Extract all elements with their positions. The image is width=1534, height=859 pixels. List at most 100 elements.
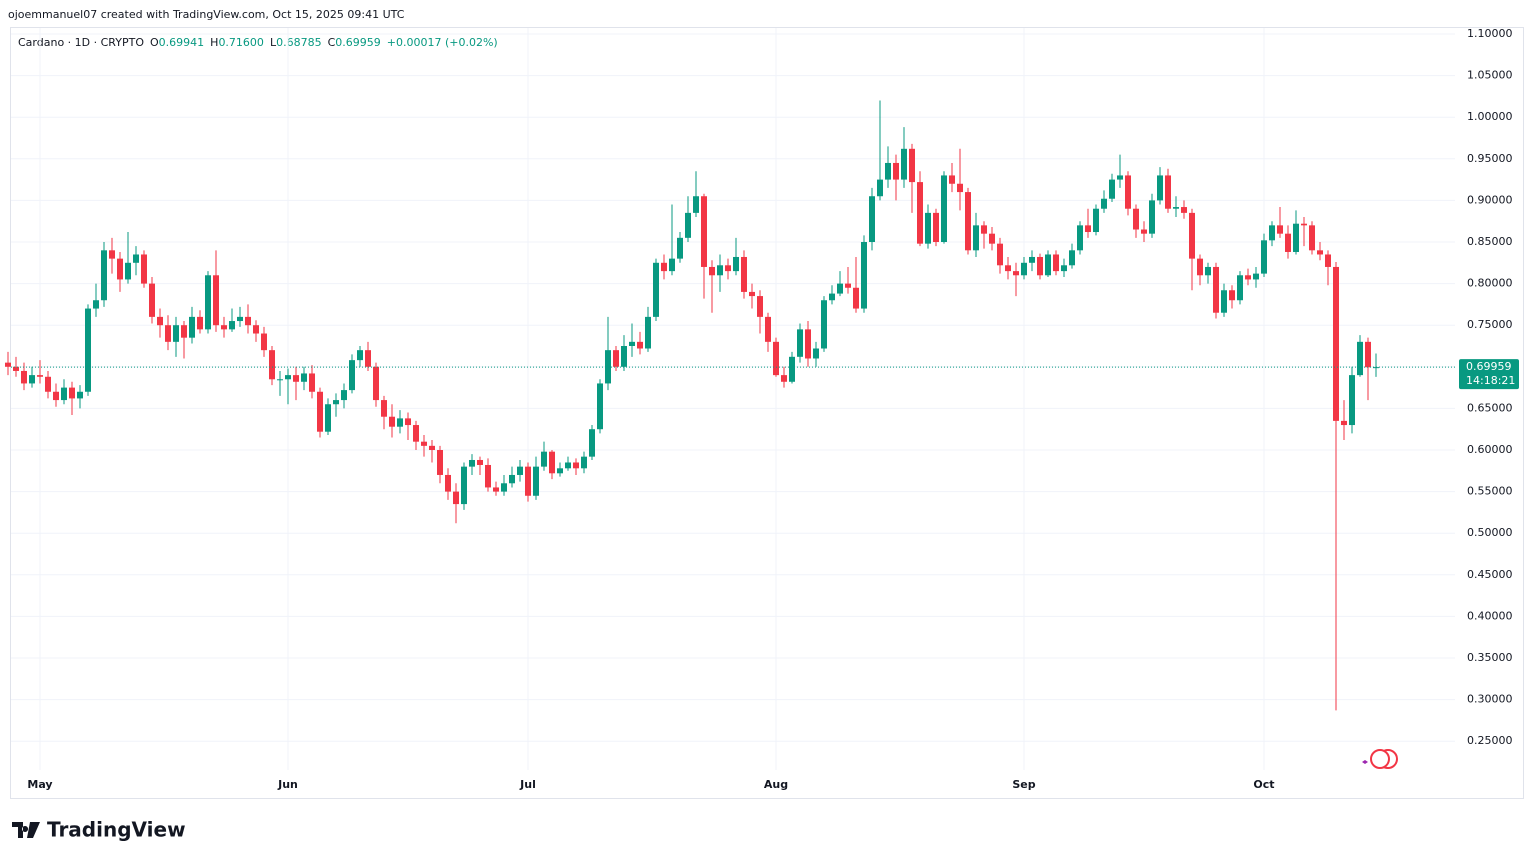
candle-body (933, 212, 939, 242)
x-tick-label: May (27, 778, 52, 791)
candle-body (325, 404, 331, 432)
candle-body (1045, 254, 1051, 276)
candle-body (29, 375, 35, 384)
candle-body (69, 387, 75, 399)
candle-body (149, 283, 155, 317)
candle-body (685, 212, 691, 238)
candle-body (693, 196, 699, 213)
candle-body (1133, 208, 1139, 230)
candle-body (725, 265, 731, 272)
y-tick-label: 0.50000 (1467, 526, 1513, 539)
candle-body (781, 375, 787, 382)
candle-body (757, 296, 763, 317)
candle-body (5, 362, 11, 367)
candle-body (1213, 266, 1219, 313)
candle-body (1349, 375, 1355, 426)
candle-body (845, 283, 851, 288)
candle-body (413, 425, 419, 442)
candle-body (37, 375, 43, 377)
candle-body (517, 466, 523, 475)
candle-body (1117, 175, 1123, 180)
candle-body (213, 275, 219, 326)
candle-body (869, 196, 875, 242)
candle-body (645, 316, 651, 349)
candle-body (837, 283, 843, 294)
candle-body (269, 350, 275, 380)
candle-body (397, 418, 403, 427)
candle-body (1085, 225, 1091, 233)
candle-body (1165, 175, 1171, 209)
candle-body (941, 175, 947, 242)
candles (5, 100, 1379, 711)
candle-body (45, 376, 51, 392)
candle-body (485, 464, 491, 488)
candle-body (1253, 273, 1259, 280)
attribution: ojoemmanuel07 created with TradingView.c… (8, 8, 405, 21)
candle-body (1005, 265, 1011, 272)
event-icon (1362, 760, 1368, 764)
ohlc-value: 0.69959 (335, 36, 381, 49)
candle-body (1245, 275, 1251, 280)
x-tick-label: Jul (519, 778, 536, 791)
candle-body (333, 400, 339, 405)
candle-body (917, 182, 923, 244)
y-tick-label: 0.25000 (1467, 734, 1513, 747)
candle-body (469, 459, 475, 467)
candle-body (61, 387, 67, 401)
ohlc-label: H (210, 36, 218, 49)
x-tick-label: Aug (764, 778, 788, 791)
candle-body (77, 391, 83, 399)
candle-body (461, 466, 467, 505)
candle-body (765, 316, 771, 342)
logo-text: TradingView (47, 818, 186, 842)
candle-body (1301, 223, 1307, 226)
candle-body (557, 468, 563, 474)
x-tick-label: Sep (1012, 778, 1035, 791)
candle-body (1157, 175, 1163, 201)
candle-body (669, 258, 675, 272)
candle-body (733, 256, 739, 272)
candle-body (117, 258, 123, 280)
candle-body (1149, 200, 1155, 234)
candle-body (477, 459, 483, 465)
candle-body (581, 456, 587, 469)
candle-body (93, 300, 99, 309)
y-tick-label: 0.65000 (1467, 401, 1513, 414)
candle-body (885, 162, 891, 180)
ohlc-label: C (328, 36, 336, 49)
candle-body (373, 366, 379, 401)
candle-body (805, 329, 811, 359)
ohlc-value: 0.71600 (218, 36, 264, 49)
candle-body (189, 316, 195, 338)
candle-body (381, 400, 387, 417)
candle-body (1173, 207, 1179, 209)
ohlc-value: 0.68785 (276, 36, 322, 49)
candle-body (1197, 258, 1203, 276)
y-tick-label: 0.60000 (1467, 443, 1513, 456)
candle-body (309, 373, 315, 392)
candle-body (1221, 290, 1227, 313)
candle-body (533, 466, 539, 496)
y-tick-label: 1.00000 (1467, 110, 1513, 123)
candle-body (1029, 256, 1035, 263)
candle-body (1077, 225, 1083, 251)
y-tick-label: 0.45000 (1467, 568, 1513, 581)
candle-body (1181, 207, 1187, 213)
y-tick-label: 1.10000 (1467, 27, 1513, 40)
candle-body (365, 350, 371, 367)
candle-body (997, 243, 1003, 266)
candle-body (1021, 262, 1027, 276)
candle-body (877, 179, 883, 197)
candle-body (85, 308, 91, 392)
candle-body (221, 325, 227, 330)
candle-body (797, 329, 803, 357)
candle-body (749, 291, 755, 297)
candle-body (1109, 179, 1115, 199)
candle-body (157, 316, 163, 326)
candle-body (445, 474, 451, 492)
candle-body (597, 383, 603, 430)
ohlc-change: +0.00017 (+0.02%) (387, 36, 498, 49)
candle-body (813, 348, 819, 359)
candle-body (181, 325, 187, 338)
